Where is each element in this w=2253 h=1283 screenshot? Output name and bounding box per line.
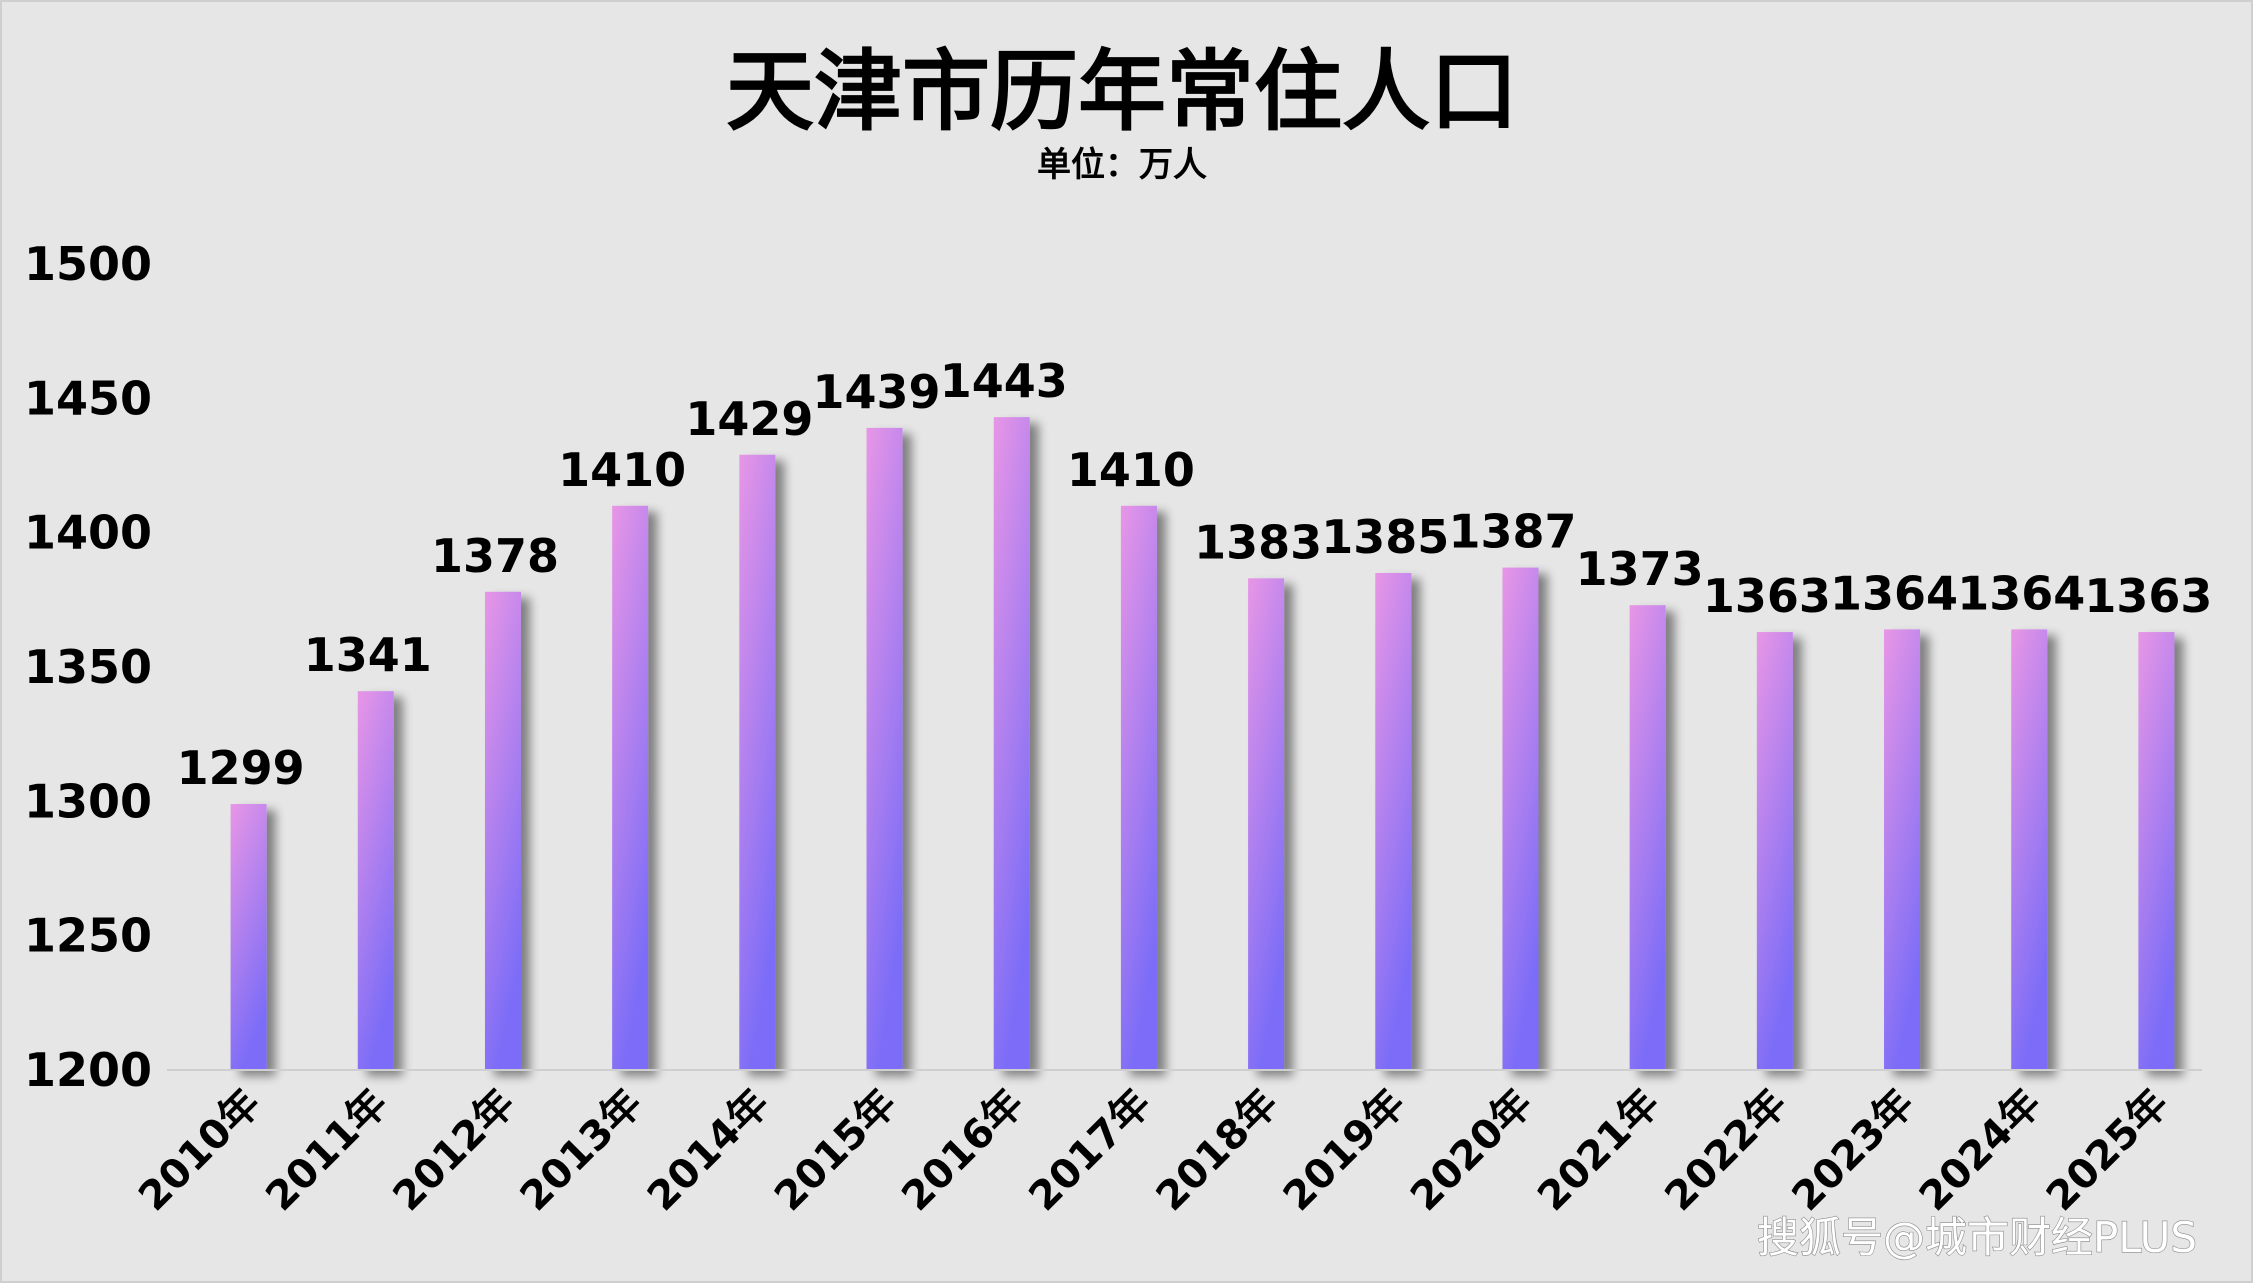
x-tick-label: 2025年: [2038, 1081, 2178, 1221]
data-label: 1364: [1830, 566, 1958, 620]
data-label: 1410: [1067, 443, 1195, 497]
x-tick-label: 2019年: [1275, 1081, 1415, 1221]
data-label: 1363: [2084, 569, 2212, 623]
data-label: 1378: [431, 529, 559, 583]
bar: [739, 454, 776, 1071]
x-tick-label: 2014年: [639, 1081, 779, 1221]
y-tick-label: 1300: [24, 774, 152, 828]
bar: [993, 417, 1030, 1070]
x-tick-label: 2021年: [1529, 1081, 1669, 1221]
data-label: 1443: [940, 354, 1068, 408]
y-axis: 1200 1250 1300 1350 1400 1450 1500: [24, 237, 152, 1097]
bar: [1756, 632, 1793, 1070]
data-label: 1299: [177, 741, 305, 795]
x-tick-label: 2023年: [1784, 1081, 1924, 1221]
bar: [1884, 629, 1921, 1070]
x-axis: 2010年2011年2012年2013年2014年2015年2016年2017年…: [130, 1069, 2202, 1221]
y-tick-label: 1350: [24, 640, 152, 694]
bar: [1120, 505, 1157, 1070]
bar: [230, 804, 267, 1070]
data-label: 1383: [1194, 515, 1322, 569]
x-tick-label: 2020年: [1402, 1081, 1542, 1221]
bar: [357, 691, 394, 1070]
x-tick-label: 2013年: [512, 1081, 652, 1221]
x-tick-label: 2016年: [893, 1081, 1033, 1221]
y-tick-label: 1450: [24, 371, 152, 425]
data-label: 1364: [1957, 566, 2085, 620]
x-tick-label: 2010年: [130, 1081, 270, 1221]
x-tick-label: 2012年: [385, 1081, 525, 1221]
x-tick-label: 2017年: [1020, 1081, 1160, 1221]
x-tick-label: 2022年: [1656, 1081, 1796, 1221]
data-label: 1363: [1703, 569, 1831, 623]
bar: [2011, 629, 2048, 1070]
x-tick-label: 2015年: [766, 1081, 906, 1221]
y-tick-label: 1200: [24, 1043, 152, 1097]
x-tick-label: 2024年: [1911, 1081, 2051, 1221]
data-label: 1341: [304, 628, 432, 682]
y-tick-label: 1500: [24, 237, 152, 291]
bar: [1375, 572, 1412, 1070]
bars-group: [230, 417, 2175, 1071]
bar: [612, 505, 649, 1070]
watermark: 搜狐号@城市财经PLUS: [1757, 1213, 2197, 1262]
bar: [484, 591, 521, 1070]
y-tick-label: 1250: [24, 909, 152, 963]
bar: [2138, 632, 2175, 1070]
bar: [1248, 578, 1285, 1070]
data-label: 1373: [1576, 542, 1704, 596]
data-label: 1387: [1448, 505, 1576, 559]
chart-subtitle: 单位：万人: [1037, 145, 1207, 185]
data-label: 1410: [558, 443, 686, 497]
data-label: 1385: [1321, 510, 1449, 564]
data-label: 1429: [685, 392, 813, 446]
data-label: 1439: [813, 365, 941, 419]
bar: [1502, 567, 1539, 1070]
y-tick-label: 1400: [24, 506, 152, 560]
bar: [1629, 605, 1666, 1070]
x-tick-label: 2018年: [1148, 1081, 1288, 1221]
x-tick-label: 2011年: [257, 1081, 397, 1221]
chart-title: 天津市历年常住人口: [726, 40, 1518, 143]
bar: [866, 427, 903, 1070]
